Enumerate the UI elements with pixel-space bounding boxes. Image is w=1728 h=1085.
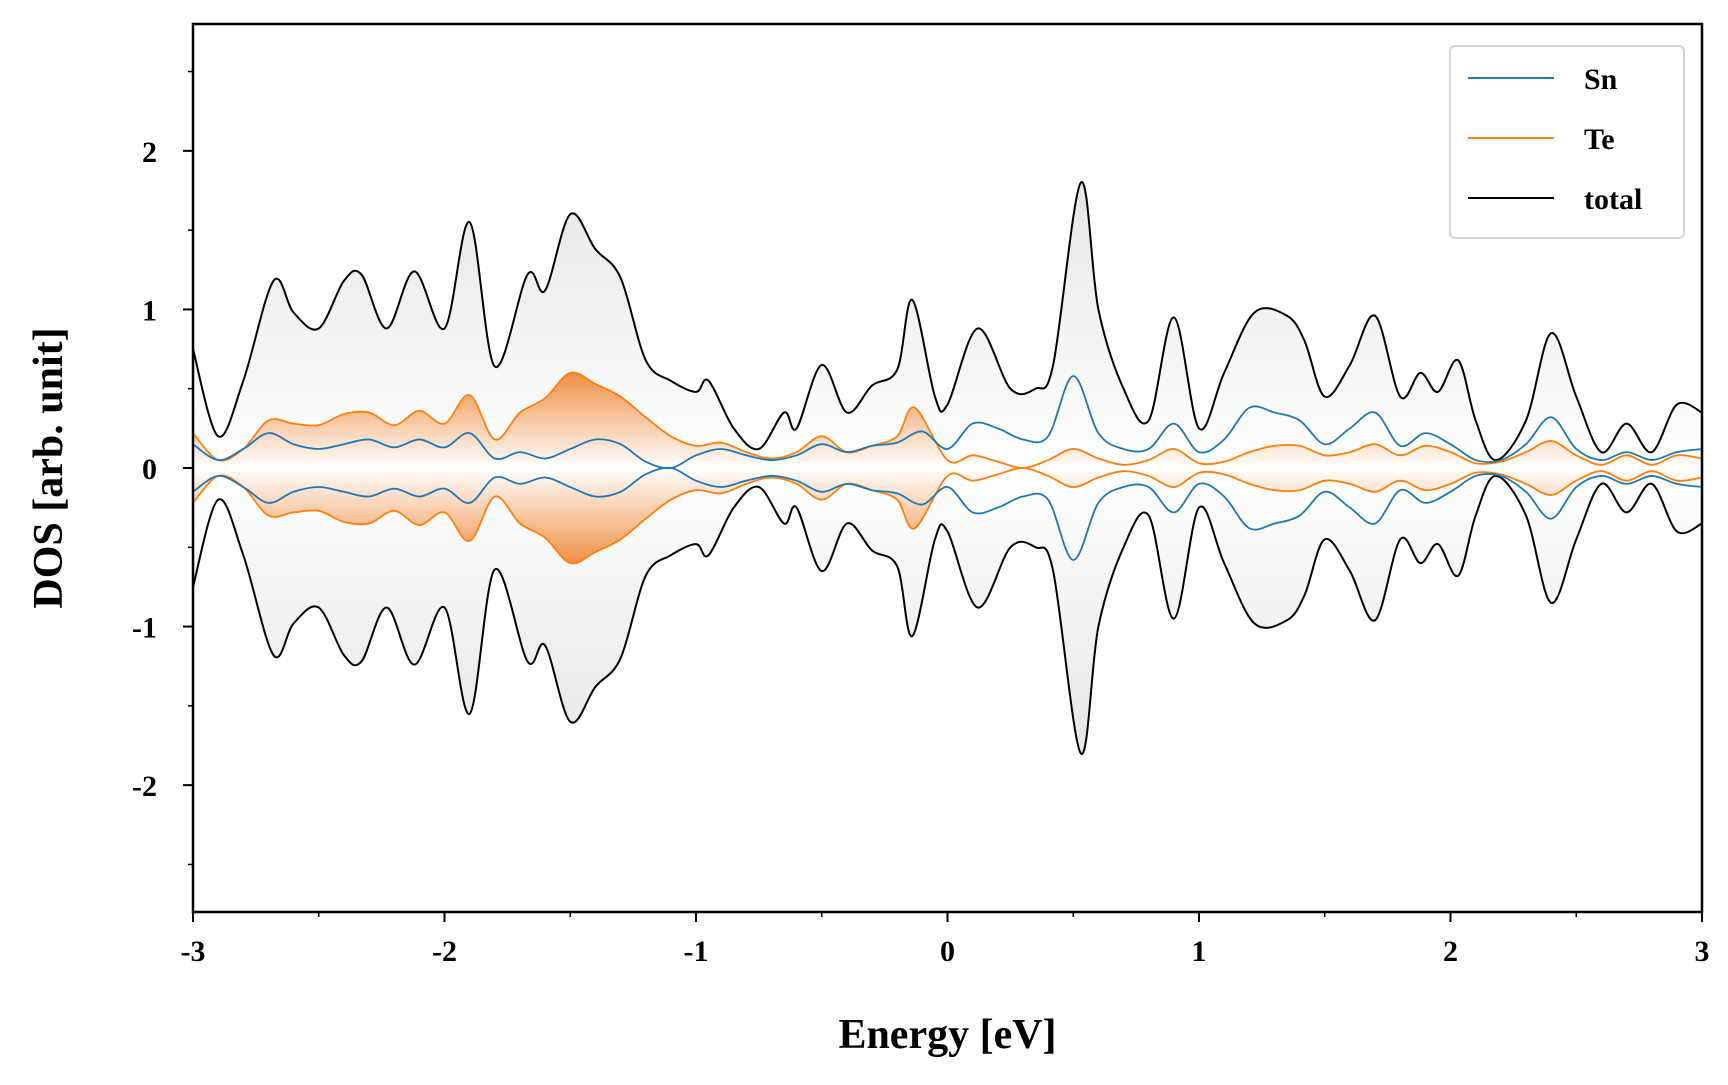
- y-tick-label: -1: [132, 612, 157, 645]
- series-total-line-positive: [192, 181, 1703, 462]
- legend: Sn Te total: [1449, 45, 1685, 239]
- legend-box: [1449, 45, 1685, 239]
- x-tick-label: 3: [1695, 935, 1710, 968]
- x-tick-label: 0: [940, 935, 955, 968]
- y-tick-label: 2: [142, 136, 157, 169]
- series-te-line-positive: [192, 371, 1703, 469]
- x-tick-label: -2: [432, 935, 457, 968]
- x-tick-label: -1: [684, 935, 709, 968]
- x-tick-label: -3: [181, 935, 206, 968]
- series-te-fill: [193, 372, 1702, 564]
- y-tick-label: 1: [142, 294, 157, 327]
- series-total-line-negative: [192, 474, 1703, 755]
- x-tick-label: 1: [1192, 935, 1207, 968]
- y-tick-label: 0: [142, 453, 157, 486]
- series-sn-line-positive: [192, 375, 1703, 470]
- series-te-line-negative: [192, 467, 1703, 565]
- y-axis-label: DOS [arb. unit]: [26, 327, 72, 608]
- series-sn-line-negative: [192, 466, 1703, 561]
- legend-label-sn: Sn: [1584, 63, 1618, 96]
- legend-label-total: total: [1584, 183, 1642, 216]
- x-tick-label: 2: [1443, 935, 1458, 968]
- x-axis-label: Energy [eV]: [838, 1012, 1056, 1058]
- y-tick-label: -2: [132, 770, 157, 803]
- legend-label-te: Te: [1584, 123, 1615, 156]
